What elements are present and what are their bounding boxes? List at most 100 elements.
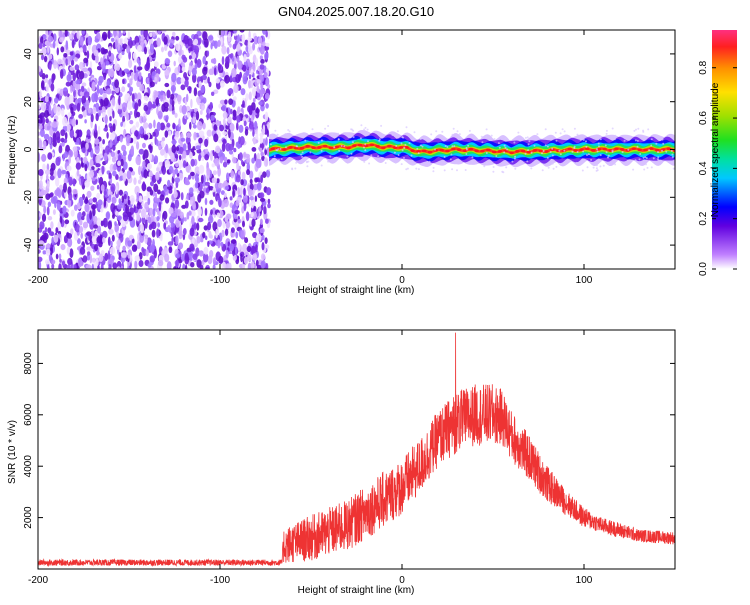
signal-peak [357,143,363,147]
signal-peak [282,148,287,151]
signal-peak [544,150,549,153]
signal-peak [637,148,642,152]
y-tick-label: 0 [23,146,34,152]
snr-x-label: Height of straight line (km) [298,585,415,596]
snr-line-area [38,332,675,568]
colorbar-tick-label: 0.6 [698,111,709,125]
signal-peak [474,149,479,153]
colorbar-ticks: 0.0 0.2 0.4 0.6 0.8 [698,60,737,276]
colorbar-tick-label: 0.8 [698,60,709,74]
signal-peak [346,146,351,150]
colorbar-tick-label: 0.4 [698,161,709,175]
signal-peak [649,147,654,150]
colorbar-gradient [712,30,737,269]
y-tick-label: -20 [23,190,34,205]
signal-peak [334,145,339,149]
signal-peak [655,148,660,152]
figure-title: GN04.2025.007.18.20.G10 [278,4,434,19]
signal-peak [491,150,497,154]
snr-series-line [38,332,675,568]
signal-peak [509,151,514,155]
signal-peak [288,146,293,149]
signal-peak [398,146,404,149]
x-tick-label: -100 [210,275,230,286]
signal-peak [608,149,613,152]
signal-peak [468,147,473,151]
signal-peak [381,146,386,150]
x-tick-label: 100 [576,575,593,586]
signal-peak [293,146,299,150]
x-tick-label: 100 [576,275,593,286]
signal-peak [480,149,485,153]
signal-peak [497,150,503,153]
snr-ticks: -200 -100 0 100 2000 4000 6000 8000 [23,330,675,586]
colorbar: 0.0 0.2 0.4 0.6 0.8 Normalized spectral ampl… [698,30,737,276]
signal-peak [596,147,602,151]
signal-peak [404,146,409,149]
y-tick-label: 20 [23,96,34,108]
signal-peak [451,147,456,151]
signal-peak [666,147,671,151]
colorbar-label: Normalized spectral amplitude [710,82,721,217]
signal-peak [311,146,316,150]
signal-peak [375,144,380,148]
signal-peak [323,144,328,148]
snr-frame [37,329,676,570]
y-tick-label: -40 [23,237,34,252]
x-tick-label: -200 [28,275,48,286]
signal-peak [387,144,392,148]
snr-panel: -200 -100 0 100 2000 4000 6000 8000 Height of s… [7,329,676,596]
signal-peak [317,146,322,149]
signal-peak [602,147,607,151]
colorbar-tick-label: 0.0 [698,262,709,276]
signal-peak [573,149,578,152]
spectrogram-y-label: Frequency (Hz) [7,116,18,185]
signal-peak [422,149,427,153]
signal-peak [352,144,357,148]
signal-peak [369,143,374,147]
signal-peak [410,149,415,153]
signal-peak [328,146,334,150]
signal-peak [590,149,596,152]
noise-region [38,30,272,269]
signal-peak [631,147,637,151]
snr-y-label: SNR (10 * v/v) [7,420,18,484]
signal-peak [643,148,648,152]
signal-peak [445,149,450,153]
y-tick-label: 40 [23,48,34,60]
signal-peak [439,148,444,152]
spectrogram-heatmap [38,30,675,269]
y-tick-label: 8000 [23,352,34,375]
signal-peak [299,146,305,150]
colorbar-tick-label: 0.2 [698,211,709,225]
signal-peak [620,148,625,151]
signal-peak [486,148,491,152]
x-tick-label: -100 [210,575,230,586]
y-tick-label: 6000 [23,403,34,426]
x-tick-label: 0 [399,575,405,586]
signal-peak [456,148,462,152]
x-tick-label: -200 [28,575,48,586]
signal-peak [515,149,520,153]
y-tick-label: 2000 [23,506,34,529]
y-tick-label: 4000 [23,455,34,478]
signal-peak [567,147,572,151]
signal-peak [614,147,619,151]
signal-peak [305,144,310,148]
signal-peak [538,149,543,153]
spectrogram-x-label: Height of straight line (km) [298,285,415,296]
signal-peak [521,149,526,153]
signal-band [268,124,675,174]
x-tick-label: 0 [399,275,405,286]
signal-peak [427,150,433,154]
signal-peak [270,147,275,151]
signal-peak [526,150,532,154]
signal-peak [585,147,590,151]
signal-peak [579,148,584,152]
signal-peak [416,150,421,153]
signal-peak [532,149,538,152]
